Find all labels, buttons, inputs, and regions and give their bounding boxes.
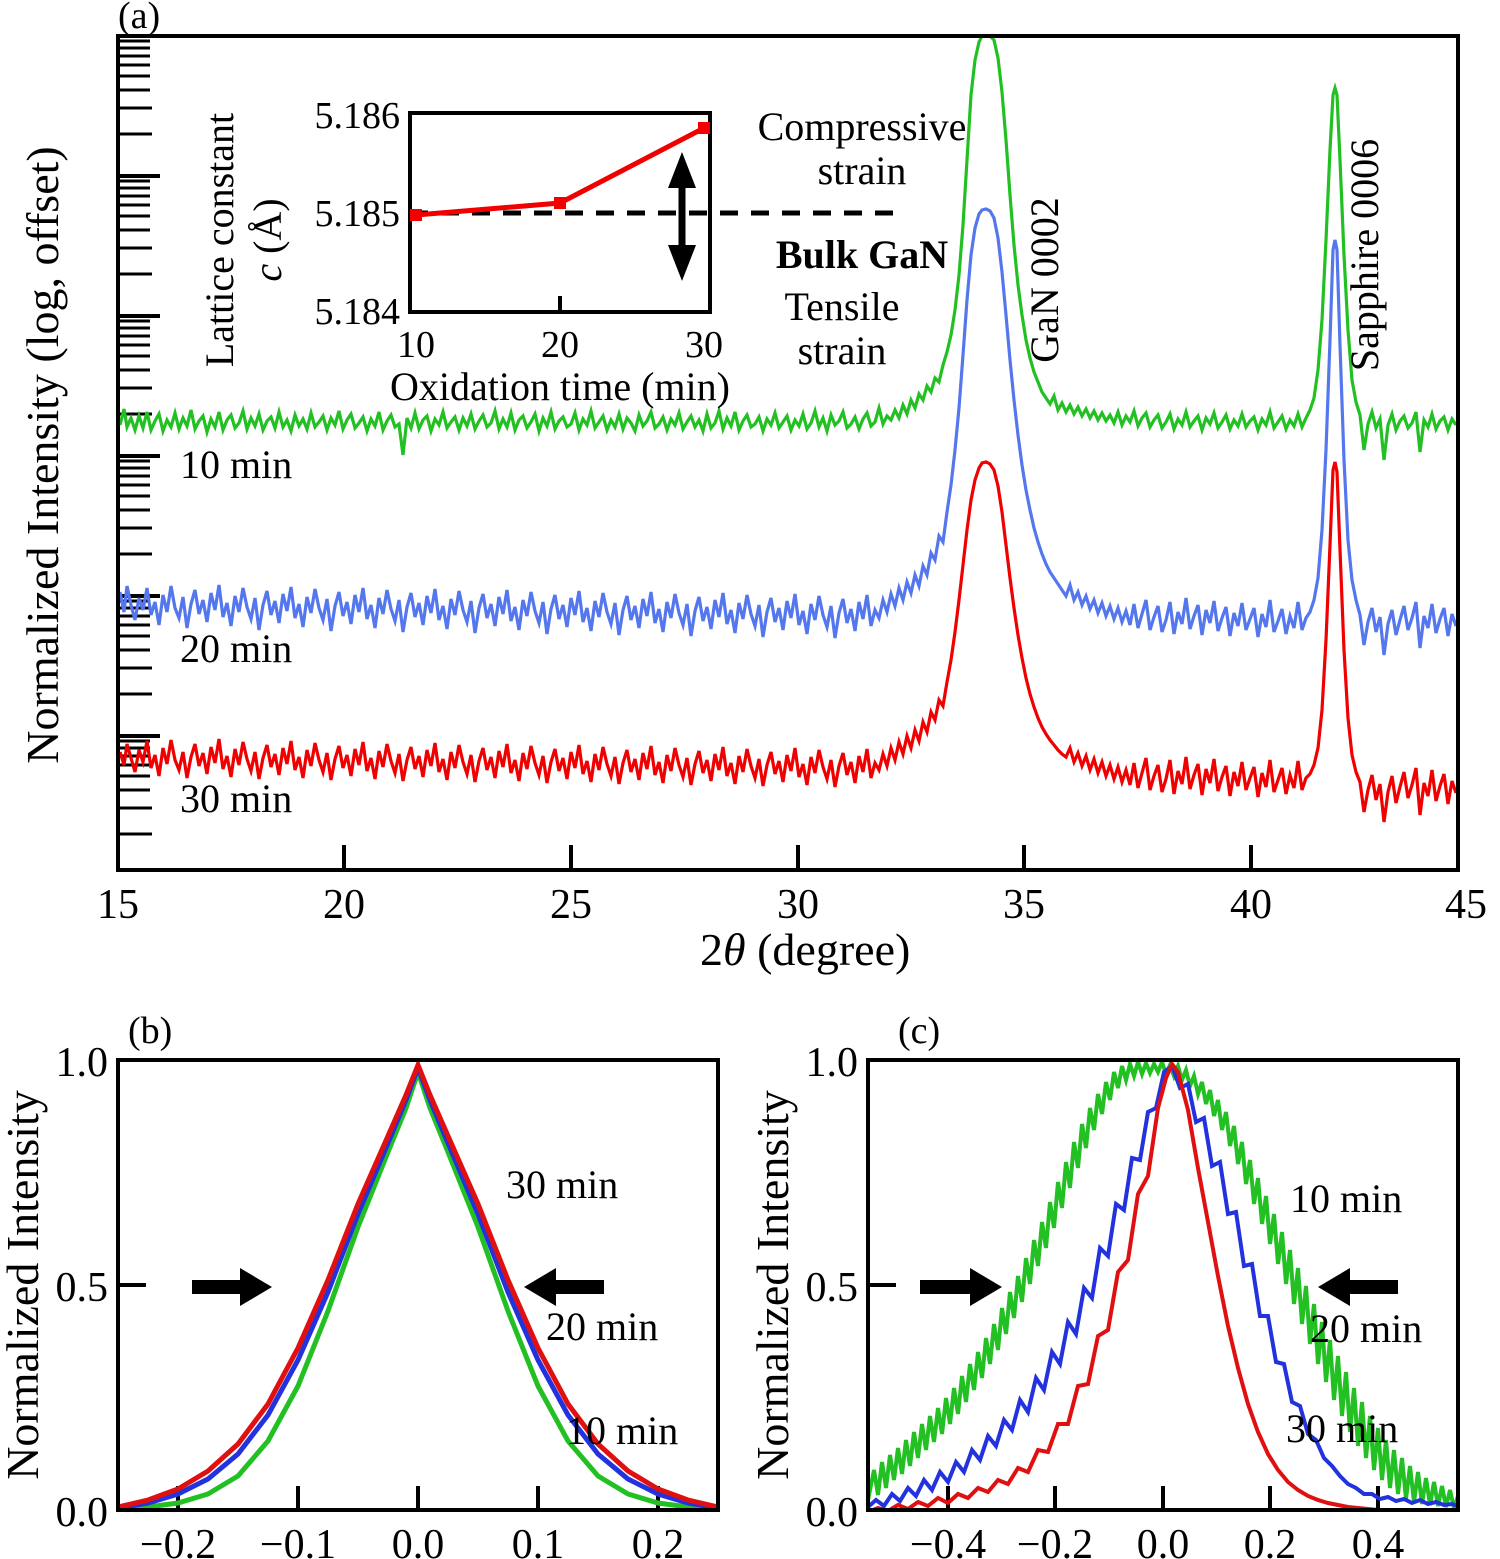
- panel-a-xtick-3: 30: [777, 882, 819, 928]
- panel-a-xtick-2: 25: [550, 882, 592, 928]
- annotation-bulk-gan: Bulk GaN: [776, 232, 948, 277]
- inset-data-marker-10: [410, 209, 422, 221]
- panel-c-arrow-right: [920, 1268, 1002, 1306]
- inset-ytick-0: 5.186: [315, 95, 401, 137]
- panel-b-ytick-1: 0.5: [56, 1265, 109, 1311]
- inset-xtick-0: 10: [397, 324, 435, 366]
- inset-data-marker-20: [554, 197, 566, 209]
- panel-c-curve-10min: [870, 1062, 1456, 1508]
- panel-a-xlabel: 2θ (degree): [700, 924, 910, 975]
- panel-a-xtick-0: 15: [97, 882, 139, 928]
- panel-b-series-label-10min: 10 min: [566, 1408, 678, 1453]
- panel-c-curve-20min: [870, 1062, 1456, 1508]
- panel-b-arrow-left: [524, 1268, 604, 1306]
- panel-c-ytick-2: 0.0: [806, 1490, 859, 1536]
- panel-a-series-label-20min: 20 min: [180, 626, 292, 671]
- panel-c-series-label-20min: 20 min: [1310, 1306, 1422, 1351]
- panel-c-x-ticks: [946, 1486, 1380, 1510]
- panel-c-ylabel: Normalized Intensity: [747, 1090, 798, 1480]
- panel-a-curve-10min: [120, 38, 1456, 461]
- panel-a-curve-20min: [120, 207, 1456, 656]
- inset-xlabel: Oxidation time (min): [390, 364, 730, 409]
- panel-a-peak-label-sapphire: Sapphire 0006: [1342, 139, 1387, 371]
- inset-ylabel-line2: c (Å): [245, 198, 290, 281]
- panel-a-y-ticks: [118, 39, 160, 836]
- panel-c-ytick-1: 0.5: [806, 1265, 859, 1311]
- panel-a-tag: (a): [118, 0, 160, 37]
- panel-c-xtick-0: −0.4: [910, 1522, 986, 1559]
- inset-arrow-head-up: [668, 152, 696, 188]
- inset-ylabel-c: c: [245, 264, 290, 282]
- inset-ytick-2: 5.184: [315, 291, 401, 333]
- inset-ylabel-unit: (Å): [245, 198, 290, 264]
- panel-b-ylabel: Normalized Intensity: [0, 1090, 48, 1480]
- panel-a: (a): [17, 0, 1487, 975]
- panel-b-ytick-0: 1.0: [56, 1040, 109, 1086]
- panel-c-series-label-30min: 30 min: [1286, 1406, 1398, 1451]
- panel-c-xtick-2: 0.0: [1137, 1522, 1190, 1559]
- panel-c-xtick-3: 0.2: [1244, 1522, 1297, 1559]
- panel-c-tag: (c): [898, 1010, 940, 1052]
- panel-b: (b) 1.0 0.5 0.0 −0.2 −0.1 0.0 0.1 0.2 No…: [0, 1010, 720, 1559]
- panel-a-series-label-30min: 30 min: [180, 776, 292, 821]
- annotation-tensile-line2: strain: [798, 328, 887, 373]
- panel-b-xtick-3: 0.1: [512, 1522, 565, 1559]
- panel-a-xtick-5: 40: [1230, 882, 1272, 928]
- panel-a-xtick-4: 35: [1003, 882, 1045, 928]
- panel-b-tag: (b): [128, 1010, 172, 1052]
- panel-c-xtick-1: −0.2: [1017, 1522, 1093, 1559]
- panel-b-xtick-4: 0.2: [632, 1522, 685, 1559]
- panel-c-xtick-4: 0.4: [1352, 1522, 1405, 1559]
- annotation-tensile-line1: Tensile: [785, 284, 900, 329]
- panel-b-series-label-20min: 20 min: [546, 1304, 658, 1349]
- annotation-compressive-line2: strain: [818, 148, 907, 193]
- panel-b-curve-30min: [120, 1062, 716, 1508]
- panel-a-series-label-10min: 10 min: [180, 442, 292, 487]
- panel-b-xtick-1: −0.1: [260, 1522, 336, 1559]
- panel-a-xlabel-post: (degree): [746, 924, 911, 975]
- panel-a-ylabel: Normalized Intensity (log, offset): [17, 146, 68, 763]
- panel-b-xtick-0: −0.2: [140, 1522, 216, 1559]
- panel-a-curve-30min: [120, 460, 1456, 823]
- panel-a-x-ticklabels: 15 20 25 30 35 40 45: [97, 882, 1487, 928]
- panel-a-xlabel-theta: θ: [723, 924, 746, 975]
- inset-arrow-head-down: [668, 245, 696, 281]
- svg-text:2θ (degree): 2θ (degree): [700, 924, 910, 975]
- annotation-compressive-line1: Compressive: [758, 104, 967, 149]
- panel-b-ytick-2: 0.0: [56, 1490, 109, 1536]
- panel-a-x-ticks: [116, 840, 1460, 870]
- panel-a-peak-label-gan: GaN 0002: [1022, 197, 1067, 363]
- panel-c-curve-30min: [872, 1062, 1389, 1508]
- panel-a-xlabel-pre: 2: [700, 924, 723, 975]
- panel-c-y-ticks: [868, 1058, 896, 1512]
- panel-a-xtick-1: 20: [323, 882, 365, 928]
- panel-a-plot-frame: [116, 34, 1460, 872]
- panel-b-arrow-right: [192, 1268, 272, 1306]
- inset-lattice-constant-chart: 5.186 5.185 5.184 10 20 30 Oxidation tim…: [197, 95, 905, 409]
- inset-ytick-1: 5.185: [315, 193, 401, 235]
- inset-xtick-1: 20: [541, 324, 579, 366]
- inset-ylabel-line1: Lattice constant: [197, 113, 242, 367]
- inset-xtick-2: 30: [685, 324, 723, 366]
- panel-a-xtick-6: 45: [1445, 882, 1487, 928]
- panel-c-series-label-10min: 10 min: [1290, 1176, 1402, 1221]
- panel-b-series-label-30min: 30 min: [506, 1162, 618, 1207]
- inset-data-marker-30: [698, 122, 710, 134]
- panel-b-xtick-2: 0.0: [392, 1522, 445, 1559]
- panel-c-arrow-left: [1318, 1268, 1398, 1306]
- panel-b-y-ticks: [118, 1058, 146, 1512]
- panel-c-ytick-0: 1.0: [806, 1040, 859, 1086]
- panel-c: (c) 1.0 0.5 0.0 −0.4 −0.2 0.0 0.2 0.4 No…: [747, 1010, 1460, 1559]
